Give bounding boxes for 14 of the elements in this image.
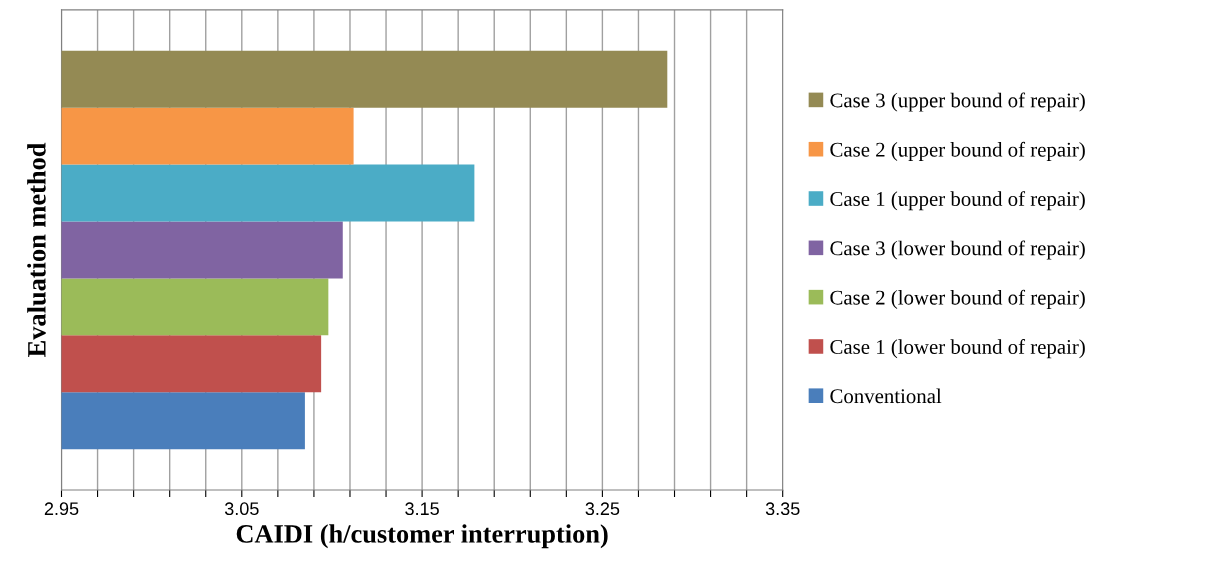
legend-label: Case 2 (lower bound of repair) xyxy=(830,289,1085,309)
x-axis-title: CAIDI (h/customer interruption) xyxy=(236,524,608,549)
x-tick-label: 3.15 xyxy=(405,502,439,516)
x-tick-label: 3.25 xyxy=(585,502,620,516)
legend-label: Case 1 (upper bound of repair) xyxy=(830,191,1085,211)
x-tick-label: 3.35 xyxy=(765,502,800,516)
legend-label: Conventional xyxy=(830,388,942,404)
legend-label: Case 2 (upper bound of repair) xyxy=(830,141,1085,161)
legend-label: Case 3 (lower bound of repair) xyxy=(830,240,1085,260)
x-tick-label: 2.95 xyxy=(44,502,79,516)
y-axis-title: Evaluation method xyxy=(27,142,46,357)
x-tick-label: 3.05 xyxy=(224,502,259,516)
legend-label: Case 1 (lower bound of repair) xyxy=(830,339,1085,359)
legend-label: Case 3 (upper bound of repair) xyxy=(830,92,1085,112)
